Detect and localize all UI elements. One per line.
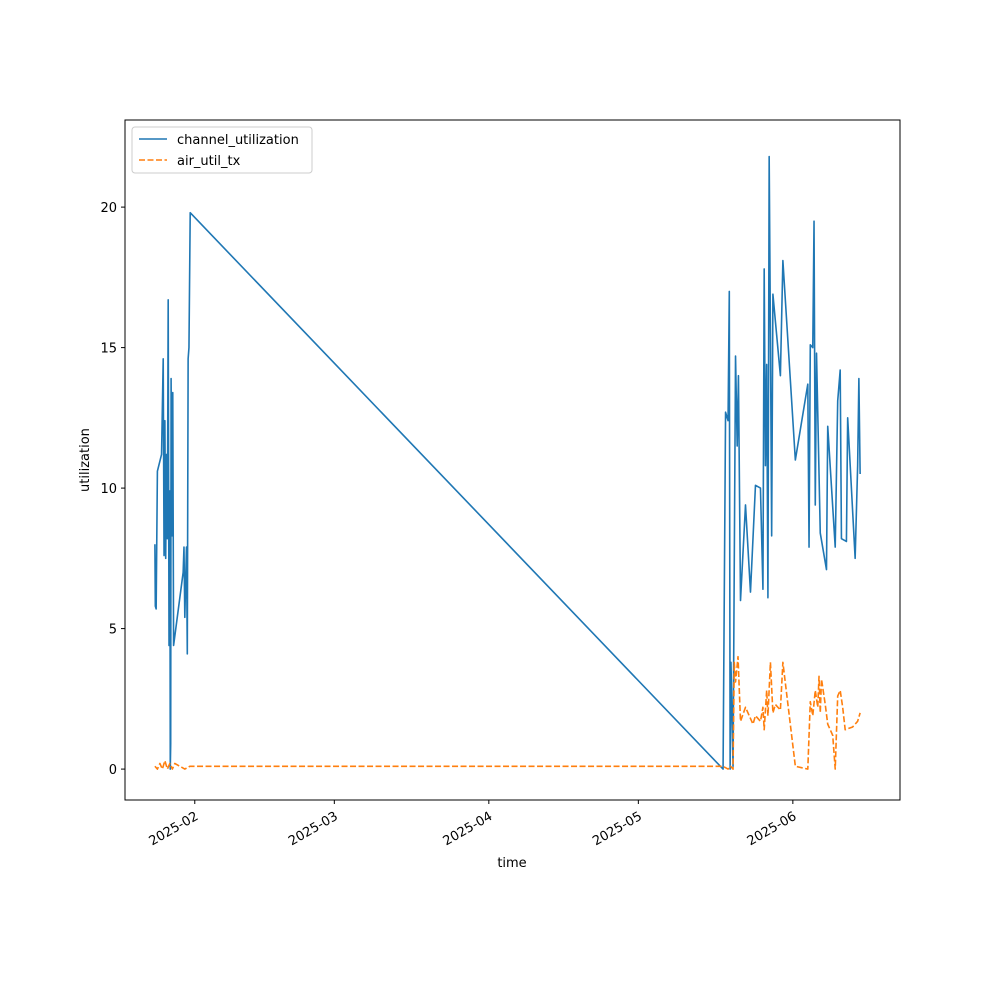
legend-label-air-util-tx: air_util_tx: [177, 154, 241, 169]
legend-label-channel-utilization: channel_utilization: [177, 133, 299, 148]
y-tick-label: 10: [100, 482, 117, 497]
y-axis: 0 5 10 15 20: [100, 201, 125, 778]
y-tick-label: 20: [100, 201, 117, 216]
y-axis-label: utilization: [78, 428, 93, 492]
plot-frame: [124, 119, 901, 801]
y-tick-label: 15: [100, 342, 117, 357]
series-line-channel-utilization: [154, 155, 861, 770]
legend-box: [131, 126, 313, 174]
x-axis-label: time: [497, 856, 526, 871]
series-line-air-util-tx: [154, 655, 861, 770]
series-layer: [154, 155, 861, 770]
y-tick-label: 0: [109, 763, 117, 778]
y-tick-label: 5: [109, 623, 117, 638]
legend: channel_utilization air_util_tx: [131, 126, 313, 174]
